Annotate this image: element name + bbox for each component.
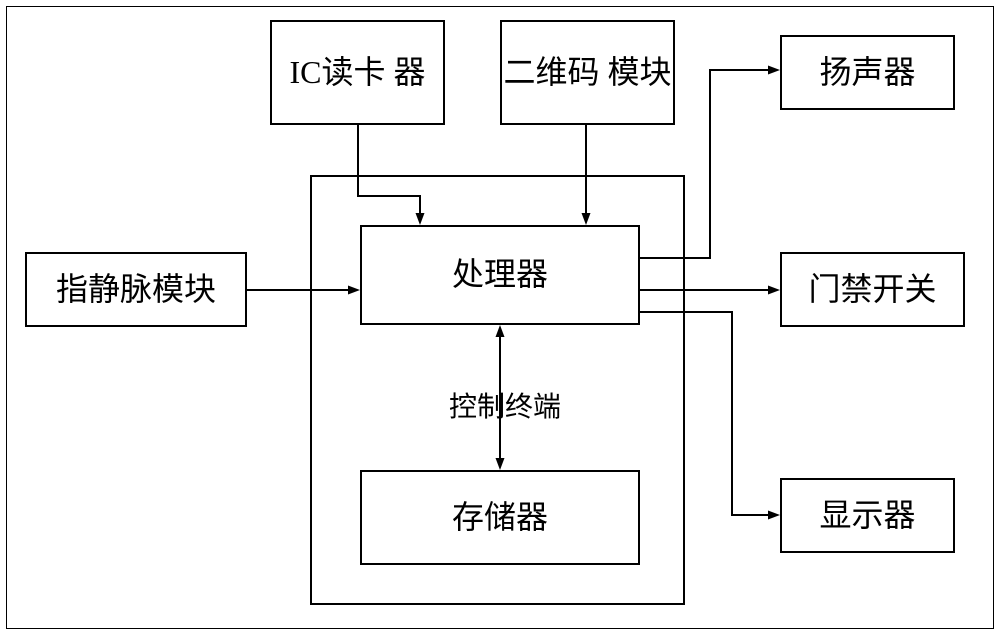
node-speaker: 扬声器 <box>780 35 955 110</box>
control-terminal-label: 控制终端 <box>445 385 565 425</box>
node-ic-reader: IC读卡 器 <box>270 20 445 125</box>
node-access-switch: 门禁开关 <box>780 252 965 327</box>
node-qr-module: 二维码 模块 <box>500 20 675 125</box>
node-processor: 处理器 <box>360 225 640 325</box>
node-vein-module: 指静脉模块 <box>25 252 247 327</box>
node-storage: 存储器 <box>360 470 640 565</box>
node-display: 显示器 <box>780 478 955 553</box>
